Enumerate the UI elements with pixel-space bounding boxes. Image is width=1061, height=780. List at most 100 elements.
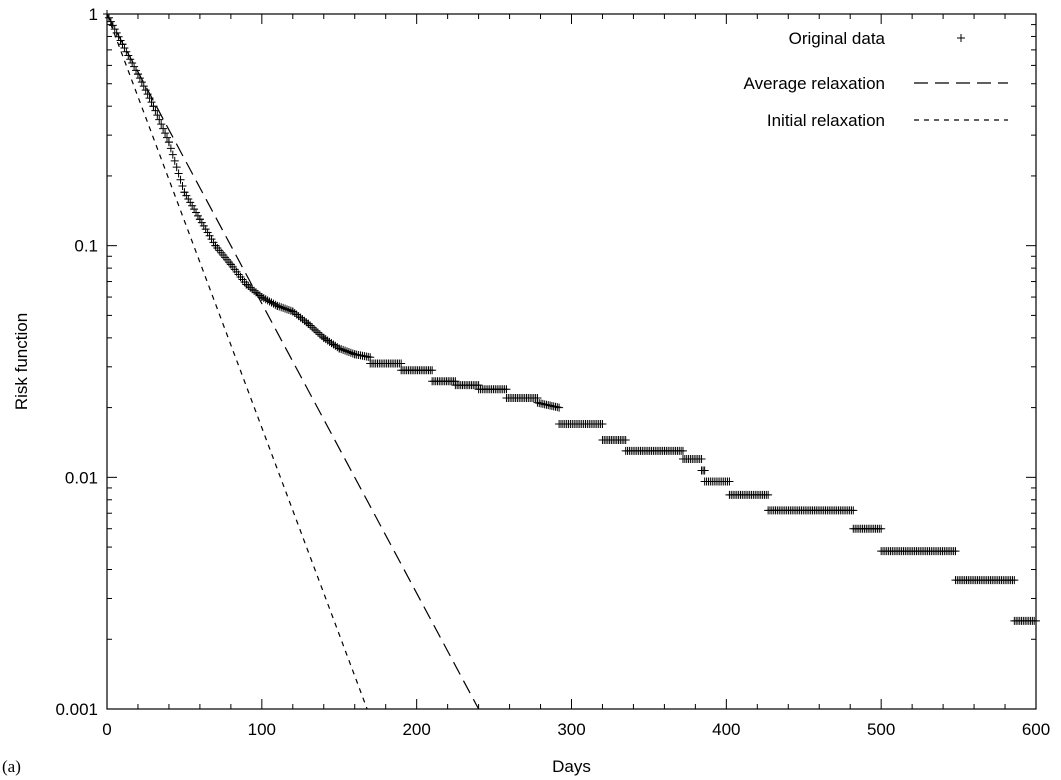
- data-point: [348, 349, 357, 358]
- series-original-data: [103, 10, 1040, 625]
- y-axis-label: Risk function: [12, 313, 31, 410]
- data-point: [306, 321, 315, 330]
- data-point: [725, 477, 734, 486]
- data-point: [203, 228, 212, 237]
- data-point: [279, 303, 288, 312]
- data-point: [700, 466, 709, 475]
- data-point: [1032, 616, 1040, 625]
- data-point: [282, 305, 291, 314]
- data-point: [310, 325, 319, 334]
- data-point: [205, 231, 214, 240]
- data-point: [120, 44, 129, 53]
- data-point: [190, 205, 199, 214]
- data-point: [337, 345, 346, 354]
- legend-label: Average relaxation: [744, 74, 885, 93]
- data-point: [346, 348, 355, 357]
- data-point: [184, 195, 193, 204]
- data-point: [122, 47, 131, 56]
- data-point: [195, 215, 204, 224]
- data-point: [502, 385, 511, 394]
- data-point: [172, 163, 181, 172]
- data-point: [764, 490, 773, 499]
- data-point: [149, 102, 158, 111]
- data-point: [164, 138, 173, 147]
- data-point: [273, 301, 282, 310]
- data-point: [118, 40, 127, 49]
- x-tick-label: 200: [402, 720, 430, 739]
- data-point: [166, 144, 175, 153]
- data-point: [199, 221, 208, 230]
- data-point: [302, 318, 311, 327]
- data-point: [186, 198, 195, 207]
- data-point: [182, 191, 191, 200]
- data-point: [1010, 576, 1019, 585]
- series-initial-relaxation: [106, 13, 368, 710]
- plot-frame: [106, 13, 1037, 710]
- series-line: [106, 13, 480, 710]
- data-point: [178, 182, 187, 191]
- data-point: [341, 346, 350, 355]
- data-point: [162, 133, 171, 142]
- y-tick-label: 0.1: [74, 237, 98, 256]
- data-point: [110, 25, 119, 34]
- data-point: [155, 115, 164, 124]
- data-point: [304, 319, 313, 328]
- data-point: [951, 547, 960, 556]
- data-point: [849, 506, 858, 515]
- data-point: [281, 304, 290, 313]
- y-tick-label: 1: [89, 5, 98, 24]
- data-point: [397, 359, 406, 368]
- data-point: [315, 330, 324, 339]
- data-point: [277, 303, 286, 312]
- legend: Original data Average relaxation Initial r…: [744, 29, 1008, 130]
- data-point: [157, 120, 166, 129]
- axis-ticks: [106, 13, 1037, 710]
- data-point: [342, 347, 351, 356]
- data-point: [193, 211, 202, 220]
- axis-tick-labels: 0 100 200 300 400 500 600 0.001 0.01 0.1 1: [55, 5, 1050, 739]
- data-point: [141, 86, 150, 95]
- data-point: [132, 66, 141, 75]
- x-tick-label: 300: [557, 720, 585, 739]
- x-tick-label: 500: [867, 720, 895, 739]
- data-point: [312, 326, 321, 335]
- data-point: [139, 82, 148, 91]
- series-average-relaxation: [106, 13, 480, 710]
- x-tick-label: 600: [1022, 720, 1050, 739]
- data-point: [188, 201, 197, 210]
- data-point: [147, 98, 156, 107]
- data-point: [161, 129, 170, 138]
- data-point: [176, 175, 185, 184]
- data-point: [174, 169, 183, 178]
- data-point: [313, 328, 322, 337]
- data-point: [621, 435, 630, 444]
- data-point: [339, 345, 348, 354]
- panel-label: (a): [2, 757, 21, 776]
- y-tick-label: 0.001: [55, 700, 98, 719]
- data-point: [697, 454, 706, 463]
- legend-label: Initial relaxation: [767, 111, 885, 130]
- data-point: [192, 208, 201, 217]
- data-point: [197, 218, 206, 227]
- data-point: [201, 225, 210, 234]
- data-point: [180, 188, 189, 197]
- data-point: [159, 124, 168, 133]
- series-layer: [103, 10, 1040, 710]
- data-point: [286, 306, 295, 315]
- data-point: [428, 366, 437, 375]
- legend-sample: [957, 34, 965, 42]
- data-point: [209, 238, 218, 247]
- series-line: [106, 13, 368, 710]
- data-point: [877, 524, 886, 533]
- y-tick-label: 0.01: [65, 468, 98, 487]
- data-point: [598, 419, 607, 428]
- x-tick-label: 400: [712, 720, 740, 739]
- x-tick-label: 0: [102, 720, 111, 739]
- data-point: [271, 300, 280, 309]
- data-point: [170, 156, 179, 165]
- data-point: [308, 323, 317, 332]
- data-point: [344, 348, 353, 357]
- x-tick-label: 100: [248, 720, 276, 739]
- data-point: [153, 111, 162, 120]
- data-point: [275, 302, 284, 311]
